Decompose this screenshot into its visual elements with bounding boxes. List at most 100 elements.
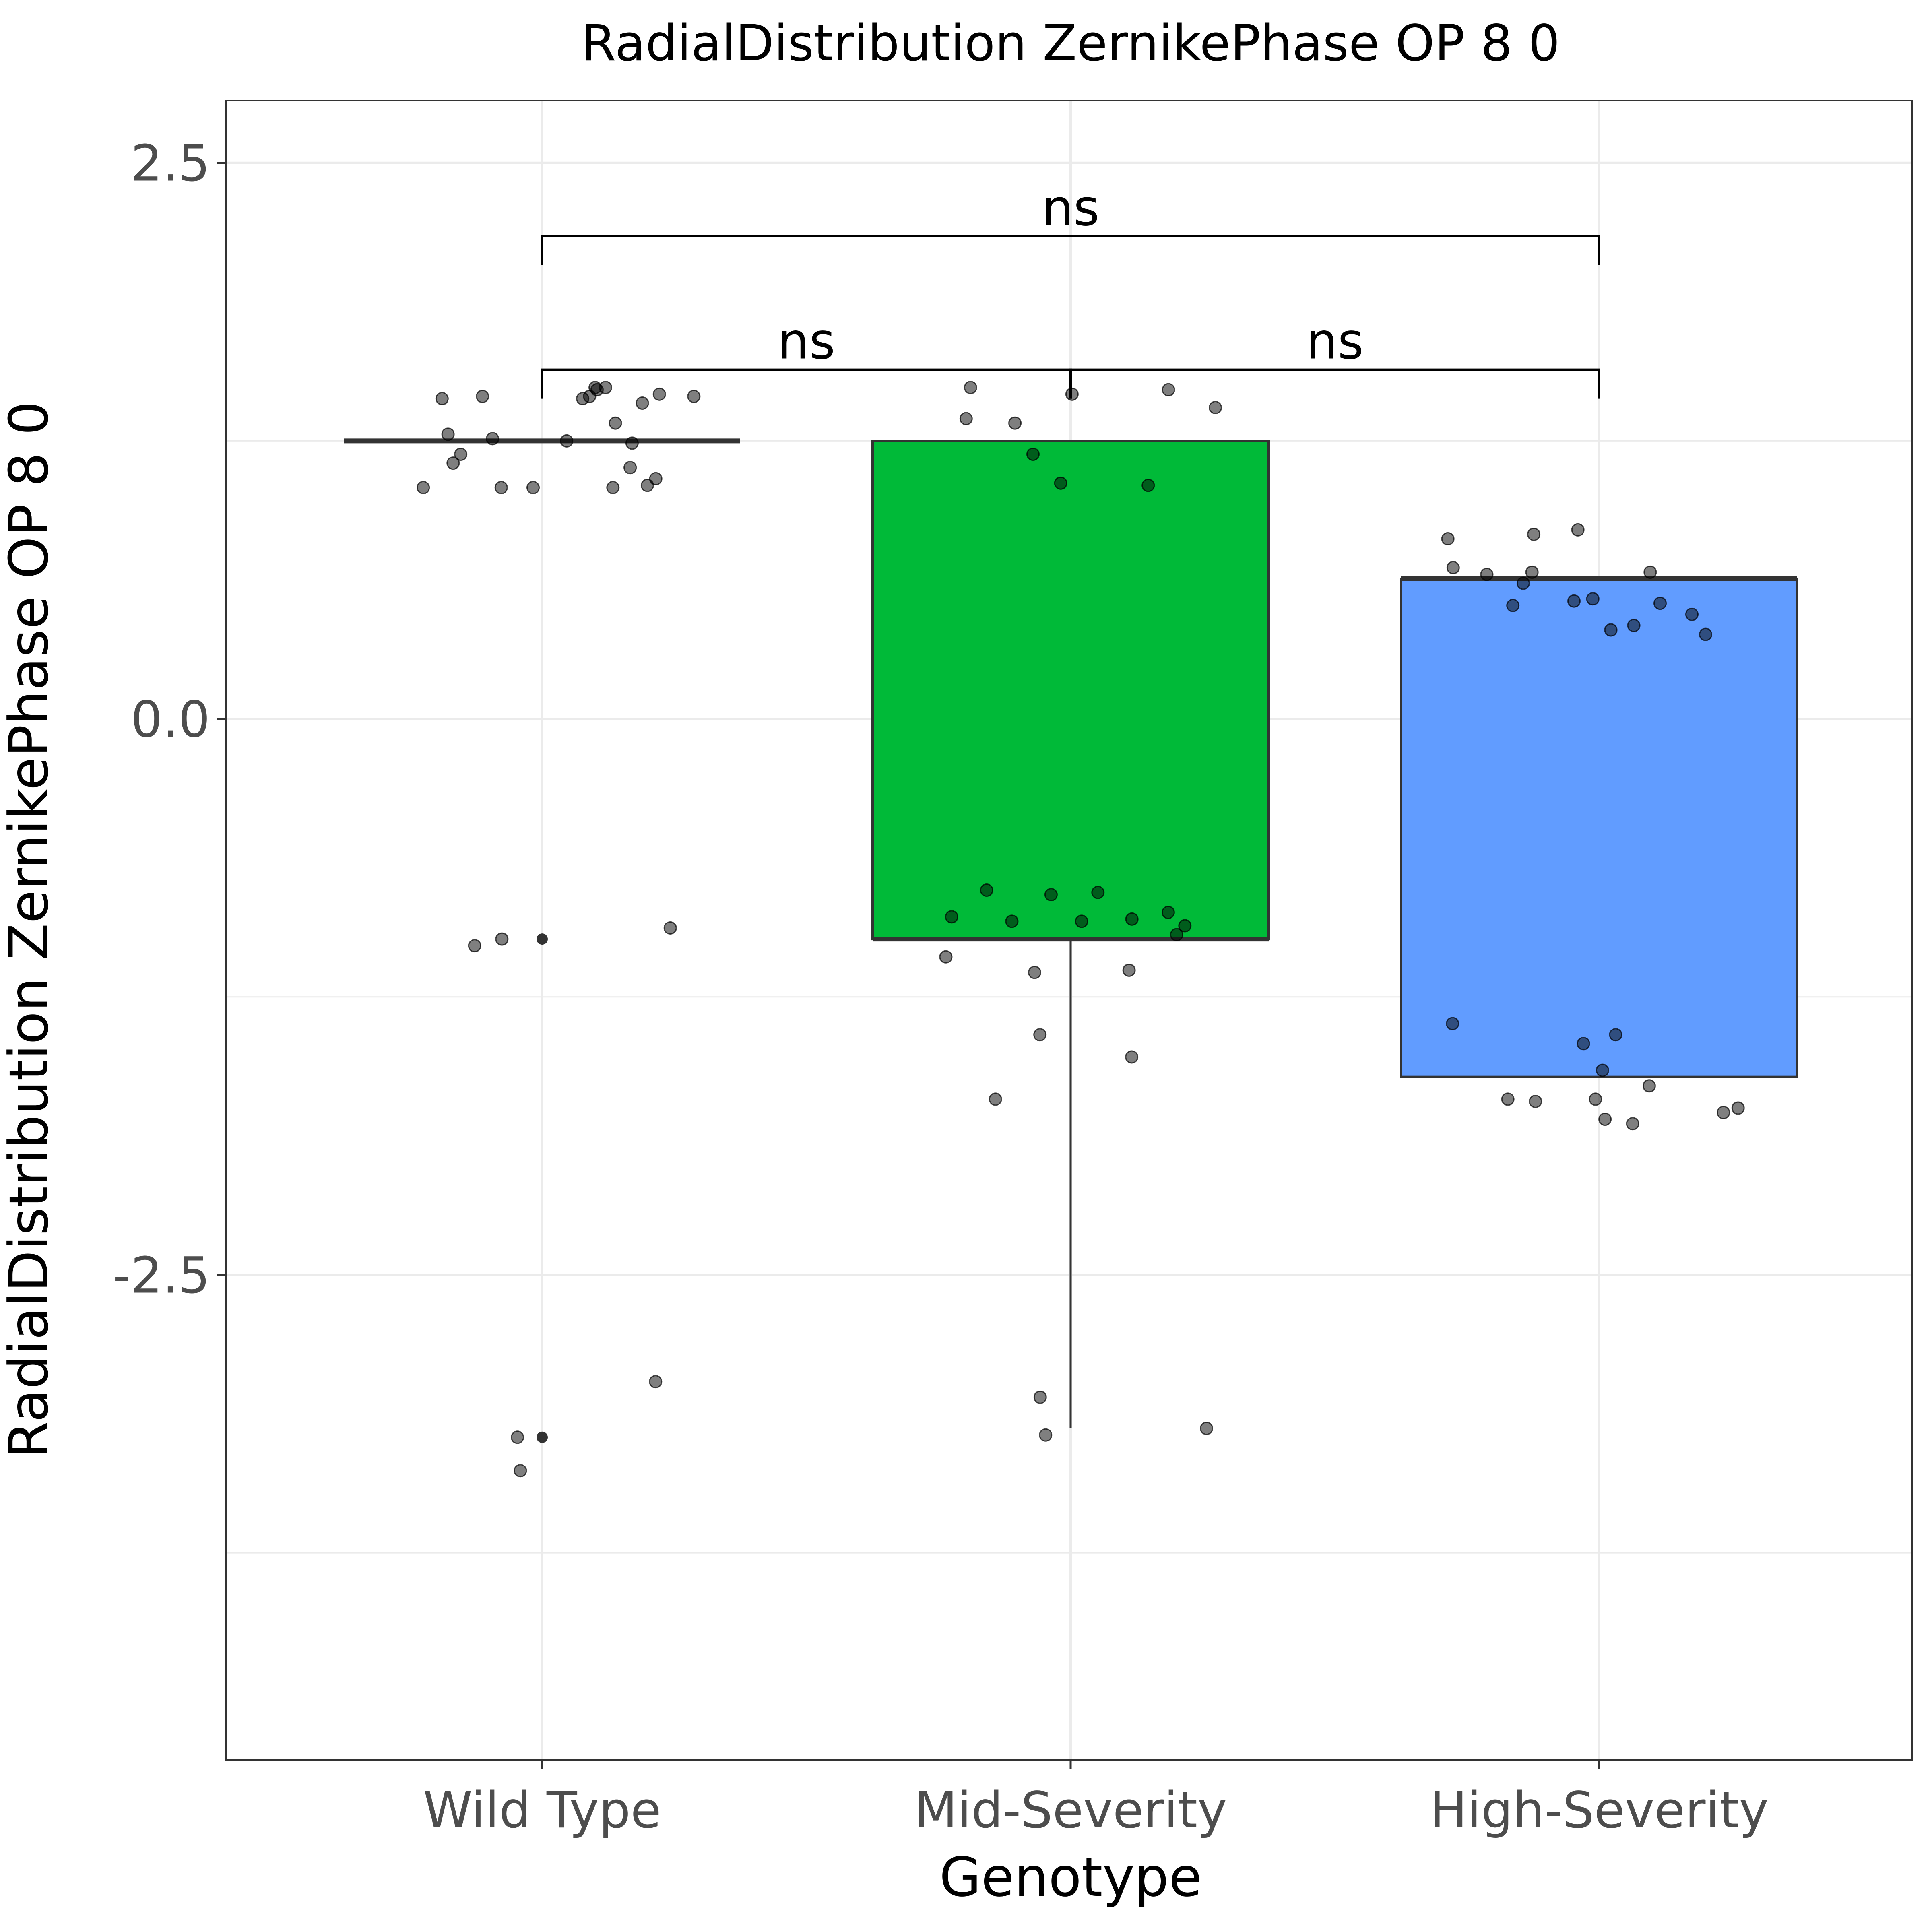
data-point	[1717, 1106, 1730, 1119]
data-point	[964, 381, 977, 394]
y-tick-label: 0.0	[131, 691, 210, 749]
chart-title: RadialDistribution ZernikePhase OP 8 0	[581, 14, 1560, 72]
significance-label: ns	[1042, 179, 1099, 237]
data-point	[446, 456, 460, 470]
data-point	[1525, 565, 1539, 579]
data-point	[1200, 1422, 1213, 1435]
data-point	[1527, 527, 1541, 541]
data-point	[1516, 576, 1530, 590]
data-point	[599, 381, 612, 394]
data-point	[1075, 914, 1088, 928]
data-point	[1125, 1050, 1139, 1064]
data-point	[1626, 1117, 1639, 1131]
data-point	[959, 412, 973, 425]
data-point	[1627, 619, 1641, 632]
data-point	[454, 448, 468, 461]
data-point	[1033, 1390, 1047, 1404]
data-point	[1506, 599, 1520, 612]
data-point	[1642, 1079, 1656, 1093]
data-point	[514, 1464, 527, 1478]
data-point	[939, 950, 953, 964]
outlier-point	[537, 933, 548, 945]
data-point	[1005, 914, 1019, 928]
data-point	[560, 434, 574, 448]
data-point	[1162, 383, 1175, 396]
data-point	[623, 461, 637, 475]
data-point	[1033, 1028, 1047, 1042]
data-point	[1731, 1101, 1745, 1115]
data-point	[495, 932, 509, 946]
plot-panel-border	[225, 100, 1913, 1761]
data-point	[1209, 401, 1222, 415]
data-point	[1685, 607, 1699, 621]
bracket-line	[1069, 368, 1600, 399]
y-tick-label: 2.5	[131, 135, 210, 193]
y-axis: 2.5 0.0 -2.5	[113, 135, 226, 1305]
data-point	[1609, 1028, 1622, 1042]
data-point	[1122, 963, 1136, 977]
data-point	[441, 427, 455, 441]
box-high-severity	[1400, 576, 1798, 1078]
data-point	[511, 1430, 524, 1444]
data-point	[1501, 1092, 1515, 1106]
data-point	[1699, 627, 1712, 641]
data-point	[494, 481, 508, 494]
data-point	[1044, 888, 1058, 902]
data-point	[636, 396, 649, 410]
data-point	[980, 883, 993, 897]
x-tick-label-wild-type: Wild Type	[423, 1781, 661, 1839]
data-point	[663, 921, 677, 935]
y-tick-label: -2.5	[113, 1247, 210, 1305]
data-point	[1170, 928, 1183, 941]
data-point	[486, 432, 500, 446]
data-point	[1577, 1037, 1590, 1051]
data-point	[435, 392, 449, 405]
box-body	[871, 440, 1270, 941]
boxes	[344, 438, 1798, 1428]
data-point	[1141, 479, 1155, 492]
data-point	[687, 390, 701, 403]
data-point	[1653, 597, 1667, 610]
data-point	[649, 1375, 663, 1389]
x-axis: Wild Type Mid-Severity High-Severity	[423, 1760, 1769, 1839]
data-point	[1091, 886, 1105, 899]
data-points	[417, 381, 1745, 1478]
box-body	[1400, 577, 1798, 1078]
data-point	[1028, 966, 1041, 979]
data-point	[1446, 1017, 1459, 1030]
data-point	[606, 481, 620, 494]
data-point	[1441, 532, 1455, 546]
data-point	[640, 479, 654, 492]
data-point	[476, 390, 489, 403]
data-point	[1571, 523, 1585, 537]
significance-brackets: ns ns ns	[541, 179, 1600, 399]
data-point	[609, 416, 622, 430]
data-point	[625, 436, 639, 450]
significance-label: ns	[778, 313, 835, 371]
data-point	[526, 481, 540, 494]
data-point	[652, 387, 666, 401]
x-tick-label-mid-severity: Mid-Severity	[914, 1781, 1227, 1839]
significance-bracket-wild-type-high-severity: ns	[541, 179, 1600, 266]
x-tick-label-high-severity: High-Severity	[1430, 1781, 1769, 1839]
outlier-point	[537, 1431, 548, 1443]
data-point	[1065, 387, 1079, 401]
data-point	[1480, 568, 1494, 581]
data-point	[1446, 561, 1460, 574]
data-point	[1125, 912, 1139, 926]
data-point	[1161, 906, 1175, 919]
x-axis-title: Genotype	[939, 1846, 1202, 1909]
data-point	[1598, 1113, 1612, 1126]
data-point	[1604, 623, 1618, 637]
box-mid-severity	[871, 440, 1270, 1428]
data-point	[417, 481, 430, 494]
bracket-line	[541, 235, 1600, 266]
data-point	[1596, 1063, 1609, 1077]
data-point	[1026, 448, 1040, 461]
data-point	[1039, 1428, 1053, 1442]
significance-label: ns	[1306, 313, 1364, 371]
data-point	[1529, 1094, 1542, 1108]
data-point	[1008, 416, 1022, 430]
data-point	[989, 1092, 1002, 1106]
